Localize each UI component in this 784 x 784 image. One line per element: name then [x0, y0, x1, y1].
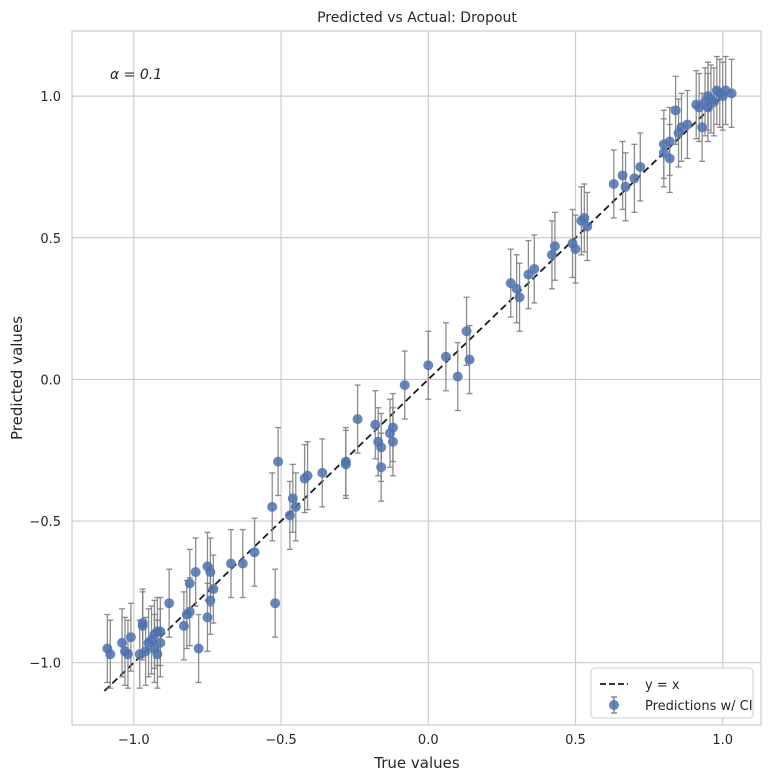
data-point: [546, 249, 557, 260]
data-point: [205, 567, 216, 578]
legend-swatch-point: [609, 700, 619, 710]
data-point: [682, 119, 693, 130]
data-point: [178, 620, 189, 631]
data-point: [208, 584, 219, 595]
legend-box: [590, 667, 754, 719]
data-point: [284, 510, 295, 521]
data-point: [152, 649, 163, 660]
data-point: [237, 558, 248, 569]
x-axis-label: True values: [373, 754, 460, 772]
data-point: [184, 606, 195, 617]
data-point: [635, 161, 646, 172]
data-point: [617, 170, 628, 181]
x-tick-label: −1.0: [118, 733, 150, 748]
data-point: [620, 181, 631, 192]
data-point: [399, 380, 410, 391]
data-point: [376, 442, 387, 453]
data-points: [102, 85, 737, 660]
data-point: [452, 371, 463, 382]
data-point: [549, 241, 560, 252]
data-point: [122, 649, 133, 660]
data-point: [290, 501, 301, 512]
data-point: [697, 122, 708, 133]
data-point: [226, 558, 236, 569]
data-point: [340, 459, 351, 470]
legend: y = x Predictions w/ CI: [590, 667, 754, 719]
data-point: [125, 632, 136, 643]
data-point: [670, 105, 681, 116]
data-point: [193, 643, 204, 654]
data-point: [155, 626, 166, 637]
x-tick-label: 0.5: [565, 733, 586, 748]
data-point: [273, 456, 284, 467]
x-tick-label: 0.0: [418, 733, 439, 748]
data-point: [514, 292, 525, 303]
y-tick-label: −1.0: [29, 657, 61, 672]
data-point: [708, 96, 719, 107]
data-point: [317, 467, 328, 478]
data-point: [464, 354, 475, 365]
annotation-alpha: α = 0.1: [110, 67, 162, 83]
y-tick-label: −0.5: [29, 515, 61, 530]
data-point: [117, 637, 128, 648]
chart-title: Predicted vs Actual: Dropout: [317, 10, 517, 26]
y-tick-label: 1.0: [40, 90, 61, 105]
y-tick-label: 0.5: [40, 232, 61, 247]
data-point: [302, 470, 313, 481]
data-point: [570, 244, 581, 255]
legend-label-predictions: Predictions w/ CI: [645, 699, 753, 714]
data-point: [164, 598, 175, 609]
data-point: [376, 462, 387, 473]
data-point: [105, 649, 116, 660]
legend-label-reference: y = x: [645, 678, 680, 693]
data-point: [461, 326, 472, 337]
data-point: [423, 360, 434, 371]
data-point: [267, 501, 278, 512]
data-point: [511, 283, 522, 294]
data-point: [387, 436, 398, 447]
grid-lines: [72, 31, 761, 725]
data-point: [726, 88, 737, 99]
data-point: [352, 414, 363, 425]
data-point: [664, 136, 675, 147]
data-point: [190, 567, 201, 578]
data-point: [608, 178, 619, 189]
data-point: [287, 493, 298, 504]
data-point: [529, 263, 540, 274]
data-point: [184, 578, 195, 589]
data-point: [202, 612, 213, 623]
data-point: [582, 221, 593, 232]
data-point: [205, 595, 216, 606]
y-tick-label: 0.0: [40, 373, 61, 388]
data-point: [579, 212, 590, 223]
data-point: [270, 598, 281, 609]
data-point: [249, 547, 260, 558]
x-tick-label: −0.5: [265, 733, 297, 748]
data-point: [629, 173, 640, 184]
data-point: [387, 422, 398, 433]
data-point: [370, 419, 381, 430]
data-point: [440, 351, 451, 362]
y-tick-labels: −1.0 −0.5 0.0 0.5 1.0: [29, 90, 61, 672]
data-point: [664, 153, 675, 164]
y-axis-label: Predicted values: [8, 316, 26, 440]
data-point: [140, 646, 151, 657]
x-tick-label: 1.0: [712, 733, 733, 748]
x-tick-labels: −1.0 −0.5 0.0 0.5 1.0: [118, 733, 733, 748]
data-point: [137, 620, 148, 631]
plot-area: [71, 30, 762, 726]
data-point: [155, 637, 166, 648]
